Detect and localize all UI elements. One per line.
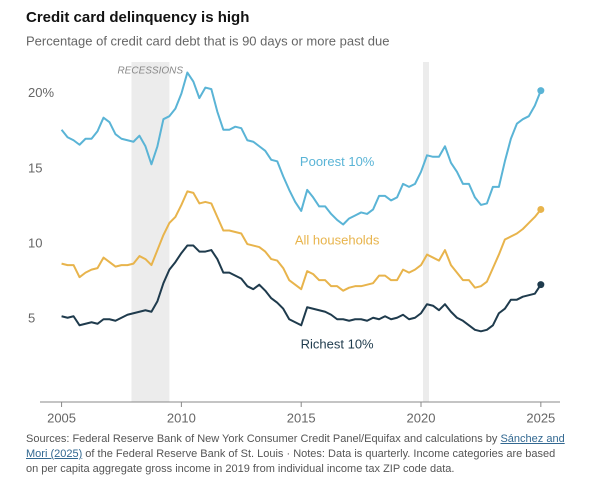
x-tick-label: 2020 bbox=[407, 410, 436, 425]
series-line bbox=[61, 244, 542, 333]
chart-title: Credit card delinquency is high bbox=[26, 9, 249, 26]
end-dot bbox=[537, 205, 545, 213]
recession-label: RECESSIONS bbox=[117, 66, 183, 77]
y-tick-label: 10 bbox=[28, 235, 42, 250]
source-text: Sources: Federal Reserve Bank of New Yor… bbox=[26, 433, 501, 445]
recession-band bbox=[423, 62, 429, 402]
notes: Sources: Federal Reserve Bank of New Yor… bbox=[26, 432, 566, 477]
series-label: Poorest 10% bbox=[300, 154, 375, 169]
x-tick-label: 2010 bbox=[167, 410, 196, 425]
series-line bbox=[61, 190, 542, 292]
x-tick-label: 2025 bbox=[526, 410, 555, 425]
y-tick-label: 5 bbox=[28, 311, 35, 326]
y-tick-label: 20% bbox=[28, 85, 54, 100]
y-tick-label: 15 bbox=[28, 160, 42, 175]
series-label: Richest 10% bbox=[301, 336, 374, 351]
notes-text: of the Federal Reserve Bank of St. Louis… bbox=[26, 448, 556, 475]
chart-subtitle: Percentage of credit card debt that is 9… bbox=[26, 33, 390, 48]
x-tick-label: 2015 bbox=[287, 410, 316, 425]
end-dot bbox=[537, 87, 545, 95]
chart: Credit card delinquency is high Percenta… bbox=[26, 9, 560, 425]
series-label: All households bbox=[295, 232, 380, 247]
x-tick-label: 2005 bbox=[47, 410, 76, 425]
source-link[interactable]: Sánchez and Mori (2025) bbox=[26, 433, 565, 460]
end-dot bbox=[537, 281, 545, 289]
recession-band bbox=[131, 62, 170, 402]
series-line bbox=[60, 71, 542, 226]
